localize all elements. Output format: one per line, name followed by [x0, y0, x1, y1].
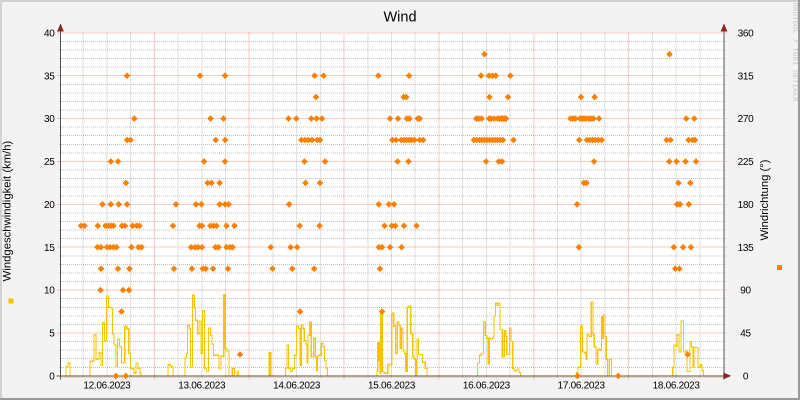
- svg-text:90: 90: [740, 286, 751, 297]
- svg-text:225: 225: [738, 157, 755, 168]
- svg-text:Windrichtung (°): Windrichtung (°): [759, 159, 771, 240]
- svg-text:16.06.2023: 16.06.2023: [463, 381, 511, 392]
- svg-text:20: 20: [44, 200, 55, 211]
- svg-text:135: 135: [738, 243, 755, 254]
- svg-text:360: 360: [738, 28, 755, 39]
- svg-text:5: 5: [49, 329, 55, 340]
- svg-text:17.06.2023: 17.06.2023: [558, 381, 606, 392]
- svg-text:Windgeschwindigkeit (km/h): Windgeschwindigkeit (km/h): [2, 140, 14, 281]
- svg-text:13.06.2023: 13.06.2023: [178, 381, 226, 392]
- svg-text:15: 15: [44, 243, 55, 254]
- svg-text:270: 270: [738, 114, 755, 125]
- svg-text:40: 40: [44, 28, 55, 39]
- svg-text:15.06.2023: 15.06.2023: [368, 381, 416, 392]
- svg-text:0: 0: [49, 372, 55, 383]
- svg-text:12.06.2023: 12.06.2023: [83, 381, 131, 392]
- svg-text:180: 180: [738, 200, 755, 211]
- svg-text:0: 0: [743, 372, 749, 383]
- svg-text:30: 30: [44, 114, 55, 125]
- svg-text:10: 10: [44, 286, 55, 297]
- svg-text:Wind: Wind: [383, 10, 416, 26]
- svg-text:315: 315: [738, 71, 755, 82]
- svg-text:25: 25: [44, 157, 55, 168]
- svg-text:18.06.2023: 18.06.2023: [653, 381, 701, 392]
- svg-text:RRDTOOL / TOBI OETIKER: RRDTOOL / TOBI OETIKER: [790, 2, 798, 102]
- svg-text:45: 45: [740, 329, 751, 340]
- svg-text:35: 35: [44, 71, 55, 82]
- svg-text:14.06.2023: 14.06.2023: [273, 381, 321, 392]
